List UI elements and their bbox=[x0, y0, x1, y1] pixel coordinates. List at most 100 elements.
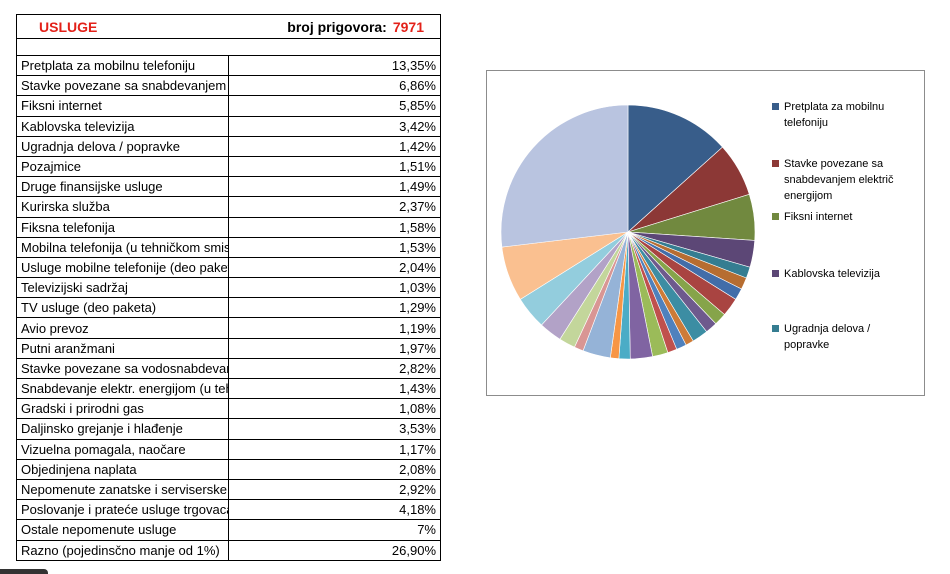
legend-label: Kablovska televizija bbox=[784, 268, 880, 280]
service-label: Gradski i prirodni gas bbox=[16, 398, 229, 420]
service-label: Ostale nepomenute usluge bbox=[16, 519, 229, 541]
service-label: Televizijski sadržaj bbox=[16, 277, 229, 299]
table-row: Poslovanje i prateće usluge trgovaca 4,18… bbox=[16, 499, 441, 521]
service-label: Nepomenute zanatske i serviserske usluge bbox=[16, 478, 229, 501]
service-label: Usluge mobilne telefonije (deo paketa) bbox=[16, 256, 229, 279]
table-row: Razno (pojedinsčno manje od 1%) 26,90% bbox=[16, 539, 441, 561]
service-label: Pretplata za mobilnu telefoniju bbox=[16, 54, 229, 77]
service-label: Druge finansijske usluge bbox=[16, 176, 229, 198]
pie-chart-area: Pretplata za mobilnu telefoniju Stavke pov… bbox=[486, 70, 925, 396]
service-label: Daljinsko grejanje i hlađenje bbox=[16, 418, 229, 440]
service-percentage: 5,85% bbox=[228, 95, 441, 117]
service-percentage: 2,92% bbox=[228, 478, 441, 501]
legend-label: Pretplata za mobilnu bbox=[784, 101, 885, 113]
service-percentage: 26,90% bbox=[228, 539, 441, 561]
complaint-count-cell: broj prigovora: 7971 bbox=[228, 14, 441, 39]
complaint-count-value: 7971 bbox=[392, 18, 424, 35]
legend-swatch bbox=[772, 270, 779, 277]
services-table: USLUGE broj prigovora: 7971 Pretplata za … bbox=[16, 14, 441, 561]
pie-slice bbox=[627, 104, 723, 233]
table-row: Avio prevoz 1,19% bbox=[16, 317, 441, 339]
service-label: Putni aranžmani bbox=[16, 337, 229, 359]
legend-label: energijom bbox=[784, 190, 833, 202]
service-label: Snabdevanje elektr. energijom (u tehničk… bbox=[16, 377, 229, 400]
legend-swatch bbox=[772, 103, 779, 110]
service-label: Mobilna telefonija (u tehničkom smislu) bbox=[16, 236, 229, 258]
service-percentage: 2,08% bbox=[228, 458, 441, 480]
legend-label: Fiksni internet bbox=[784, 211, 853, 223]
legend-swatch bbox=[772, 325, 779, 332]
legend-item: Stavke povezane sa snabdevanjem električ e… bbox=[772, 156, 917, 204]
service-percentage: 4,18% bbox=[228, 499, 441, 521]
table-row: Stavke povezane sa vodosnabdevanjem2,82% bbox=[16, 357, 441, 380]
service-label: Fiksni internet bbox=[16, 95, 229, 117]
service-percentage: 7% bbox=[228, 519, 441, 541]
table-row: Usluge mobilne telefonije (deo paketa) 2,… bbox=[16, 256, 441, 279]
table-row: Stavke povezane sa snabdevanjem električ… bbox=[16, 75, 441, 97]
table-row: Nepomenute zanatske i serviserske usluge… bbox=[16, 478, 441, 501]
service-label: Fiksna telefonija bbox=[16, 216, 229, 238]
legend-label: telefoniju bbox=[784, 117, 829, 129]
service-label: Razno (pojedinsčno manje od 1%) bbox=[16, 539, 229, 561]
service-label: Pozajmice bbox=[16, 155, 229, 178]
table-row: Daljinsko grejanje i hlađenje 3,53% bbox=[16, 418, 441, 440]
legend-label: Ugradnja delova / bbox=[784, 323, 871, 335]
table-row: Ostale nepomenute usluge 7% bbox=[16, 519, 441, 541]
table-row: TV usluge (deo paketa) 1,29% bbox=[16, 297, 441, 319]
table-row: Objedinjena naplata 2,08% bbox=[16, 458, 441, 480]
service-percentage: 1,58% bbox=[228, 216, 441, 238]
service-label: Ugradnja delova / popravke bbox=[16, 135, 229, 157]
service-label: Kurirska služba bbox=[16, 196, 229, 218]
service-label: Avio prevoz bbox=[16, 317, 229, 339]
legend-item: Fiksni internet bbox=[772, 209, 917, 225]
table-row: Druge finansijske usluge 1,49% bbox=[16, 176, 441, 198]
table-title-cell: USLUGE bbox=[16, 14, 229, 39]
complaint-count-label: broj prigovora: bbox=[287, 18, 387, 35]
service-percentage: 1,42% bbox=[228, 135, 441, 157]
service-percentage: 6,86% bbox=[228, 75, 441, 97]
legend-label: Stavke povezane sa bbox=[784, 158, 884, 170]
service-percentage: 1,29% bbox=[228, 297, 441, 319]
service-percentage: 1,17% bbox=[228, 438, 441, 460]
table-row: Kablovska televizija 3,42% bbox=[16, 115, 441, 137]
table-row: Vizuelna pomagala, naočare 1,17% bbox=[16, 438, 441, 460]
table-row: Kurirska služba 2,37% bbox=[16, 196, 441, 218]
blank-cell bbox=[16, 38, 441, 56]
table-row: Pretplata za mobilnu telefoniju 13,35% bbox=[16, 54, 441, 77]
blank-row bbox=[16, 38, 441, 56]
legend-item: Ugradnja delova / popravke bbox=[772, 321, 917, 353]
service-label: Poslovanje i prateće usluge trgovaca bbox=[16, 499, 229, 521]
table-row: Pozajmice 1,51% bbox=[16, 155, 441, 178]
table-row: Fiksna telefonija 1,58% bbox=[16, 216, 441, 238]
service-percentage: 1,08% bbox=[228, 398, 441, 420]
legend-swatch bbox=[772, 213, 779, 220]
service-percentage: 2,82% bbox=[228, 357, 441, 380]
table-row: Televizijski sadržaj 1,03% bbox=[16, 277, 441, 299]
service-percentage: 1,43% bbox=[228, 377, 441, 400]
service-percentage: 2,04% bbox=[228, 256, 441, 279]
scrollbar-corner bbox=[0, 569, 48, 574]
table-header-row: USLUGE broj prigovora: 7971 bbox=[16, 14, 441, 39]
table-row: Gradski i prirodni gas 1,08% bbox=[16, 398, 441, 420]
service-label: Stavke povezane sa vodosnabdevanjem bbox=[16, 357, 229, 380]
service-label: Kablovska televizija bbox=[16, 115, 229, 137]
table-row: Ugradnja delova / popravke 1,42% bbox=[16, 135, 441, 157]
table-row: Fiksni internet 5,85% bbox=[16, 95, 441, 117]
service-percentage: 13,35% bbox=[228, 54, 441, 77]
table-row: Putni aranžmani 1,97% bbox=[16, 337, 441, 359]
legend-item: Pretplata za mobilnu telefoniju bbox=[772, 99, 917, 131]
service-percentage: 1,51% bbox=[228, 155, 441, 178]
table-title: USLUGE bbox=[39, 18, 98, 35]
service-label: Vizuelna pomagala, naočare bbox=[16, 438, 229, 460]
service-percentage: 1,19% bbox=[228, 317, 441, 339]
service-percentage: 1,53% bbox=[228, 236, 441, 258]
table-row: Mobilna telefonija (u tehničkom smislu) 1… bbox=[16, 236, 441, 258]
legend-label: snabdevanjem električ bbox=[784, 174, 894, 186]
services-table-container: USLUGE broj prigovora: 7971 Pretplata za … bbox=[16, 14, 441, 561]
legend-swatch bbox=[772, 160, 779, 167]
service-percentage: 2,37% bbox=[228, 196, 441, 218]
table-row: Snabdevanje elektr. energijom (u tehničk… bbox=[16, 377, 441, 400]
service-label: Stavke povezane sa snabdevanjem električ… bbox=[16, 75, 229, 97]
pie-chart bbox=[500, 104, 756, 360]
service-percentage: 3,42% bbox=[228, 115, 441, 137]
